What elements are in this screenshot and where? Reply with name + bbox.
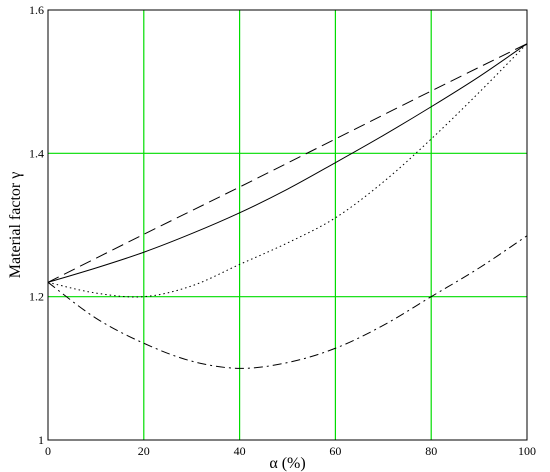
x-tick-label: 0 [45,444,51,458]
x-tick-label: 80 [425,444,437,458]
y-tick-label: 1.6 [29,3,44,17]
grid-layer [48,10,527,440]
y-tick-label: 1.2 [29,290,44,304]
x-tick-label: 60 [329,444,341,458]
x-tick-label: 40 [234,444,246,458]
series-line-solid [47,43,528,283]
series-line-dotted [47,43,528,298]
y-tick-label: 1 [38,433,44,447]
series-layer [47,43,528,369]
plot-frame [47,9,528,441]
x-axis-label: α (%) [269,455,305,472]
x-tick-label: 20 [138,444,150,458]
series-line-dashdot [47,235,528,369]
tick-layer: 0 20 40 60 80 100 1 1.2 1.4 1.6 [29,3,536,458]
series-line-dashed [47,43,528,283]
y-tick-label: 1.4 [29,146,44,160]
y-axis-label: Material factor γ [7,172,24,279]
x-tick-label: 100 [518,444,536,458]
